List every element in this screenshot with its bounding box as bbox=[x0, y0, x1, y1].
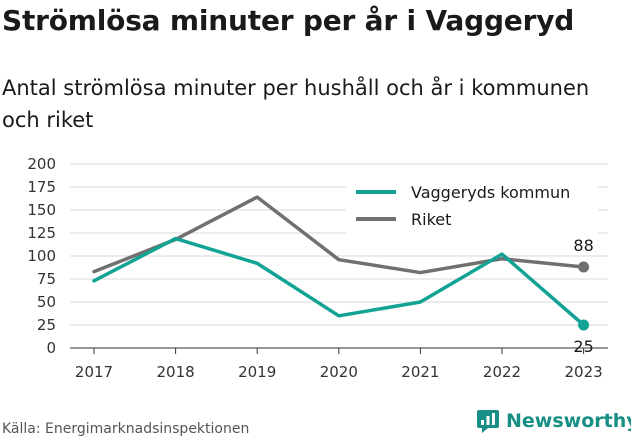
x-tick-label: 2017 bbox=[75, 363, 113, 381]
y-tick-label: 150 bbox=[27, 201, 56, 219]
x-tick-label: 2019 bbox=[238, 363, 276, 381]
newsworthy-logo-icon bbox=[477, 410, 499, 433]
y-tick-label: 125 bbox=[27, 224, 56, 242]
data-label: 88 bbox=[573, 236, 593, 255]
legend-background bbox=[346, 176, 598, 238]
brand-logo[interactable]: Newsworthy bbox=[476, 408, 631, 434]
y-tick-label: 50 bbox=[37, 293, 56, 311]
x-tick-label: 2021 bbox=[401, 363, 439, 381]
y-tick-label: 75 bbox=[37, 270, 56, 288]
x-tick-label: 2022 bbox=[483, 363, 521, 381]
series-line bbox=[92, 236, 586, 327]
legend-label: Riket bbox=[411, 210, 451, 229]
chart-subtitle: Antal strömlösa minuter per hushåll och … bbox=[2, 76, 590, 132]
y-tick-label: 100 bbox=[27, 247, 56, 265]
x-tick-label: 2018 bbox=[157, 363, 195, 381]
end-labels: 25 88 bbox=[573, 236, 593, 356]
x-tick-label: 2023 bbox=[565, 363, 603, 381]
y-tick-label: 175 bbox=[27, 178, 56, 196]
legend: Vaggeryds kommun Riket bbox=[346, 176, 598, 238]
series-end-marker bbox=[578, 261, 590, 273]
y-tick-label: 25 bbox=[37, 316, 56, 334]
brand-name: Newsworthy bbox=[506, 410, 631, 432]
chart-title: Strömlösa minuter per år i Vaggeryd bbox=[2, 4, 575, 37]
source-note: Källa: Energimarknadsinspektionen bbox=[2, 421, 250, 437]
y-axis-ticks: 0 25 50 75 100 125 150 175 200 bbox=[27, 155, 56, 357]
legend-label: Vaggeryds kommun bbox=[411, 183, 570, 202]
grid-lines bbox=[70, 163, 608, 349]
x-tick-label: 2020 bbox=[320, 363, 358, 381]
x-axis-ticks: 2017 2018 2019 2020 2021 2022 2023 bbox=[75, 348, 603, 381]
data-label: 25 bbox=[573, 337, 593, 356]
series-end-marker bbox=[578, 319, 590, 331]
y-tick-label: 0 bbox=[46, 339, 56, 357]
y-tick-label: 200 bbox=[27, 155, 56, 173]
series-lines bbox=[92, 195, 590, 331]
